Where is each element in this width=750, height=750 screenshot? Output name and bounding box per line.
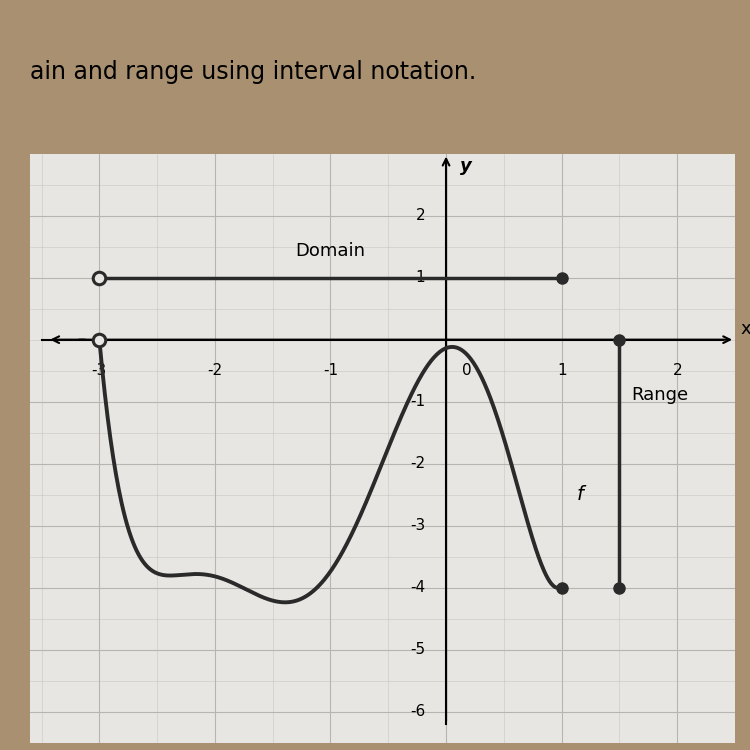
Text: 1: 1 [556, 363, 566, 378]
Text: -2: -2 [410, 456, 425, 471]
Text: -4: -4 [410, 580, 425, 595]
Text: y: y [460, 157, 472, 175]
Text: 2: 2 [416, 209, 425, 224]
Text: -1: -1 [410, 394, 425, 410]
Text: ain and range using interval notation.: ain and range using interval notation. [30, 60, 476, 84]
Text: -5: -5 [410, 642, 425, 657]
Text: Domain: Domain [296, 242, 365, 260]
Text: 2: 2 [673, 363, 682, 378]
Text: -1: -1 [323, 363, 338, 378]
Text: -3: -3 [410, 518, 425, 533]
Text: Range: Range [631, 386, 688, 404]
Text: x: x [741, 320, 750, 338]
Text: 0: 0 [462, 363, 472, 378]
Text: 1: 1 [416, 270, 425, 285]
Text: -3: -3 [92, 363, 107, 378]
Text: -6: -6 [410, 704, 425, 719]
Text: -2: -2 [207, 363, 223, 378]
Text: f: f [577, 485, 584, 504]
